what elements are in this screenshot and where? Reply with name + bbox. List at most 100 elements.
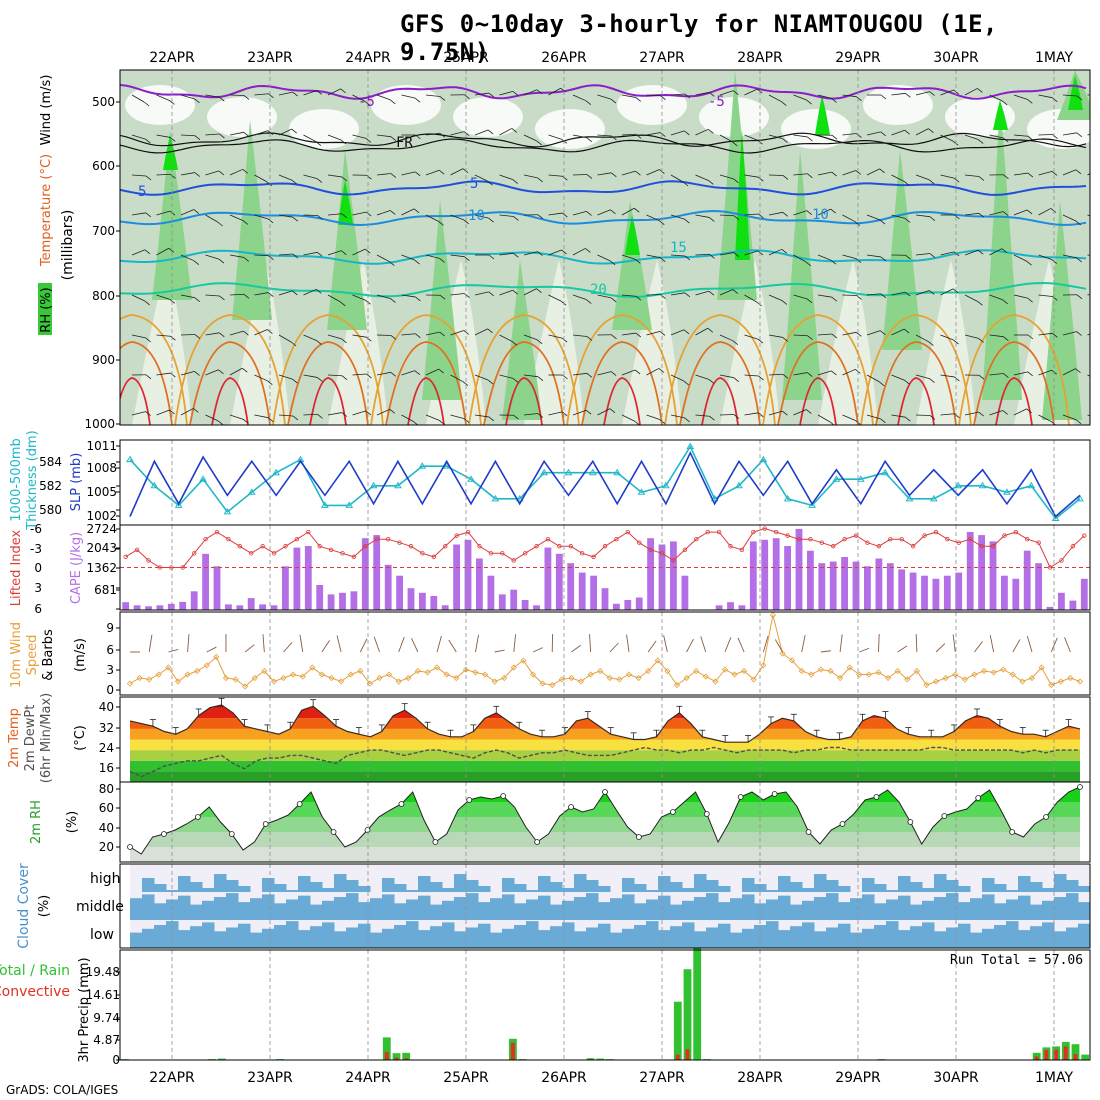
cloud-bar	[742, 894, 755, 920]
wind-barb-flag	[905, 92, 911, 98]
cape-bar	[498, 594, 506, 610]
rh-band	[130, 832, 1080, 847]
wind-barb	[376, 371, 391, 376]
wind-barb	[376, 94, 391, 101]
wind-speed-point	[520, 657, 527, 664]
cloud-bar	[766, 890, 779, 892]
wind-barb	[523, 288, 537, 296]
wind-barb-flag	[487, 129, 494, 135]
cape-bar	[955, 572, 963, 610]
wind-barb-10m	[820, 650, 831, 653]
wind-speed-point	[309, 664, 316, 671]
wind-barb	[352, 248, 366, 256]
wind-barb-flag	[805, 261, 811, 267]
thickness-point	[856, 475, 865, 482]
wind-barb-flag	[928, 341, 934, 346]
wind-barb	[768, 211, 783, 216]
wind-barb	[866, 293, 881, 296]
cloud-bar	[214, 897, 227, 920]
temperature-contour-warm	[860, 314, 972, 425]
rh-plume-light	[230, 260, 290, 425]
cloud-bar	[394, 884, 407, 892]
wind-barb	[548, 174, 563, 177]
cape-bar	[590, 575, 597, 610]
cloud-bar	[766, 899, 779, 920]
wind-barb	[1038, 170, 1053, 176]
wind-barb	[817, 370, 832, 376]
lifted-index-point	[454, 533, 459, 538]
cloud-bar	[298, 876, 311, 892]
lifted-index-point	[249, 551, 254, 556]
wind-barb-flag	[952, 140, 959, 146]
panel-frame-wind10	[119, 611, 1091, 696]
wind-barb-flag	[316, 288, 322, 294]
wind-barb	[131, 174, 146, 177]
wind-barb	[621, 94, 636, 98]
wind-barb-flag	[317, 377, 323, 382]
cloud-bar	[346, 927, 359, 948]
wind-barb-10m	[336, 635, 342, 653]
wind-speed-point	[261, 667, 268, 675]
wind-barb-flag	[978, 338, 984, 343]
cloud-bar	[466, 893, 479, 920]
cloud-bar	[142, 878, 155, 892]
contour-label: FR	[396, 135, 413, 151]
wind-barb-flag	[807, 372, 813, 377]
cape-bar	[327, 594, 335, 610]
wind-barb-flag	[756, 301, 762, 307]
wind-barb	[499, 174, 513, 180]
wind-barb-flag	[635, 133, 642, 139]
wind-speed-point	[731, 671, 738, 678]
thickness-point	[491, 494, 500, 502]
rh-2m-point	[941, 813, 948, 819]
wind-barb	[401, 294, 416, 298]
wind-barb-flag	[830, 208, 836, 214]
y-tick-label: 2043	[86, 541, 117, 555]
thickness-point	[320, 501, 329, 508]
cloud-bar	[586, 893, 599, 920]
temp-band	[130, 760, 1080, 772]
cloud-bar	[934, 931, 947, 948]
cloud-bar	[274, 884, 287, 892]
lifted-index-point	[226, 536, 231, 542]
cloud-bar	[622, 928, 635, 948]
wind-barb-flag	[511, 128, 518, 133]
cape-bar	[1001, 575, 1008, 610]
temperature-contour-hot	[505, 377, 543, 425]
wind-barb-flag	[1075, 419, 1082, 425]
cape-bar	[852, 561, 860, 610]
thickness-point	[467, 475, 475, 482]
wind-barb-flag	[954, 376, 960, 382]
wind-barb-flag	[731, 141, 738, 147]
wind-barb-10m	[762, 635, 769, 653]
cloud-bar	[202, 922, 215, 948]
cloud-bar	[658, 930, 671, 948]
cloud-bar	[910, 926, 923, 948]
cloud-bar	[154, 884, 167, 892]
wind-barb-flag	[831, 333, 838, 339]
wind-speed-point	[414, 667, 421, 675]
cloud-bar	[706, 927, 719, 948]
wind-barb-flag	[586, 336, 593, 341]
cape-bar	[384, 564, 392, 610]
cloud-bar	[838, 886, 851, 892]
wind-barb-flag	[904, 218, 911, 223]
rh-2m-point	[330, 829, 337, 835]
rh-dry-patch	[863, 85, 933, 125]
wind-barb-flag	[806, 99, 812, 105]
wind-barb	[744, 250, 759, 256]
wind-barb-flag	[880, 131, 886, 137]
wind-barb	[474, 174, 488, 182]
wind-barb-flag	[586, 137, 592, 142]
wind-barb-flag	[757, 338, 764, 344]
lifted-index-point	[488, 551, 494, 556]
temperature-contour-warm	[679, 341, 761, 425]
temp-band	[130, 705, 1080, 708]
cloud-bar	[478, 886, 491, 892]
cape-bar	[350, 591, 358, 610]
lifted-index-point	[146, 558, 151, 563]
wind-barb	[793, 294, 808, 300]
contour-label: 20	[590, 282, 607, 298]
wind-barb	[1062, 169, 1077, 176]
cloud-bar	[754, 903, 767, 920]
